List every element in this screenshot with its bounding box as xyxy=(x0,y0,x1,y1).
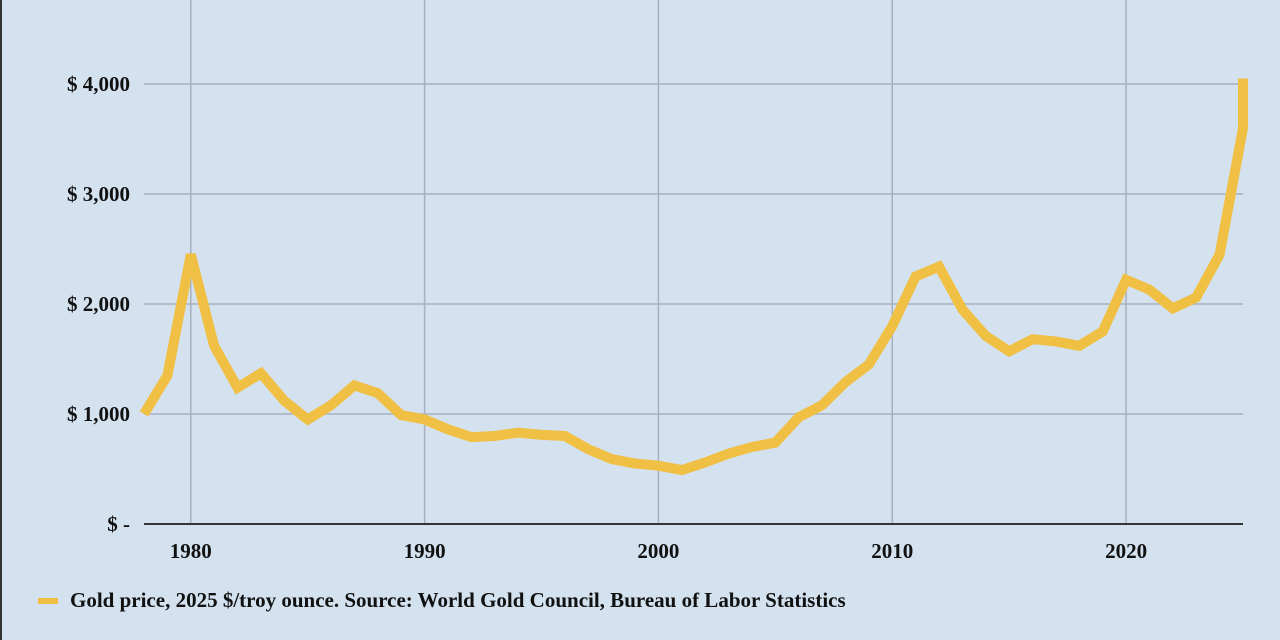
legend-swatch xyxy=(38,597,58,604)
y-tick-label: $ 4,000 xyxy=(67,72,130,96)
x-tick-label: 2000 xyxy=(637,539,679,563)
x-tick-label: 2020 xyxy=(1105,539,1147,563)
series-line-gold-price xyxy=(139,78,1248,476)
y-tick-label: $ - xyxy=(107,512,130,536)
y-tick-label: $ 2,000 xyxy=(67,292,130,316)
legend: Gold price, 2025 $/troy ounce. Source: W… xyxy=(38,588,846,613)
x-tick-label: 2010 xyxy=(871,539,913,563)
x-tick-label: 1980 xyxy=(170,539,212,563)
x-tick-label: 1990 xyxy=(404,539,446,563)
left-border xyxy=(0,0,2,640)
legend-label: Gold price, 2025 $/troy ounce. Source: W… xyxy=(70,588,846,612)
y-tick-label: $ 3,000 xyxy=(67,182,130,206)
y-tick-label: $ 1,000 xyxy=(67,402,130,426)
